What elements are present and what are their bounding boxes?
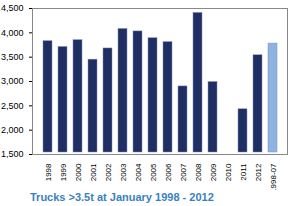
svg-text:3,500: 3,500 [1,52,24,62]
svg-text:4,000: 4,000 [1,28,24,38]
svg-text:2008: 2008 [194,163,203,181]
svg-text:2007: 2007 [179,163,188,181]
svg-text:2009: 2009 [209,163,218,181]
html-text:Trucks >3.5t at January 1998 -: Trucks >3.5t at January 1998 - 2012 [30,191,214,203]
svg-text:3,000: 3,000 [1,76,24,86]
svg-text:2001: 2001 [89,163,98,181]
svg-text:1998: 1998 [44,163,53,181]
svg-text:1,500: 1,500 [1,149,24,159]
svg-text:1999: 1999 [59,163,68,181]
svg-text:2005: 2005 [149,163,158,181]
svg-text:2011: 2011 [239,163,248,181]
svg-text:2003: 2003 [119,163,128,181]
svg-text:1998-07: 1998-07 [269,163,278,190]
svg-text:2004: 2004 [134,163,143,181]
svg-text:4,500: 4,500 [1,3,24,13]
svg-text:2000: 2000 [74,163,83,181]
svg-text:2,500: 2,500 [1,101,24,111]
svg-text:2006: 2006 [164,163,173,181]
svg-text:2010: 2010 [224,163,233,181]
svg-text:2012: 2012 [254,163,263,181]
svg-text:2002: 2002 [104,163,113,181]
svg-text:2,000: 2,000 [1,125,24,135]
